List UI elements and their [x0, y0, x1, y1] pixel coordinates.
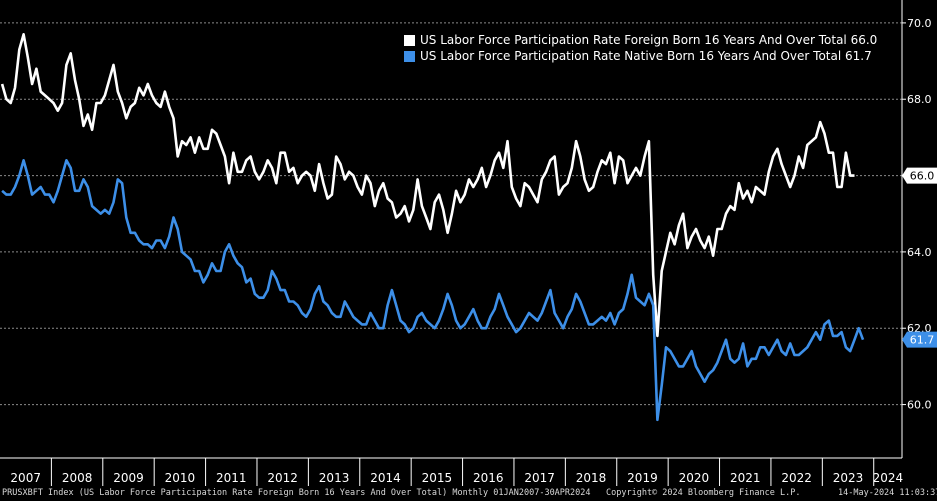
x-tick-label: 2019 — [627, 471, 658, 485]
x-tick-label: 2023 — [833, 471, 864, 485]
x-tick-label: 2011 — [216, 471, 247, 485]
legend-item-foreign-born: US Labor Force Participation Rate Foreig… — [404, 32, 877, 48]
legend-swatch-white — [404, 34, 415, 46]
y-axis: 60.062.064.066.068.070.0 — [901, 0, 932, 458]
y-tick-label: 64.0 — [907, 246, 932, 259]
footer: PRUSXBFT Index (US Labor Force Participa… — [0, 487, 937, 501]
x-tick-label: 2009 — [113, 471, 144, 485]
last-value-label-native-born: 61.7 — [902, 331, 937, 348]
x-tick-label: 2015 — [422, 471, 453, 485]
x-tick-label: 2008 — [62, 471, 93, 485]
x-tick-label: 2016 — [473, 471, 504, 485]
last-value-text: 66.0 — [910, 170, 935, 183]
x-axis: 2007 2008 2009 2010 2011 2012 2013 2014 2015 2016… — [0, 457, 904, 486]
legend-label-native-born: US Labor Force Participation Rate Native… — [420, 49, 872, 63]
x-tick-label: 2012 — [267, 471, 298, 485]
last-value-text: 61.7 — [910, 334, 935, 347]
x-tick-label: 2022 — [781, 471, 812, 485]
series-lines — [0, 32, 865, 422]
x-tick-label: 2017 — [524, 471, 555, 485]
legend-swatch-blue — [404, 50, 415, 62]
last-value-box — [902, 167, 937, 184]
x-tick-label: 2024 — [873, 471, 904, 485]
x-tick-label: 2018 — [576, 471, 607, 485]
y-tick-label: 68.0 — [907, 93, 932, 106]
x-tick-label: 2010 — [165, 471, 196, 485]
footer-source: PRUSXBFT Index (US Labor Force Participa… — [2, 488, 591, 498]
footer-copyright: Copyright© 2024 Bloomberg Finance L.P. — [606, 488, 801, 498]
x-tick-label: 2014 — [370, 471, 401, 485]
y-tick-label: 60.0 — [907, 399, 932, 412]
series-line-foreign-born — [0, 32, 855, 338]
last-value-labels: 66.0 61.7 — [902, 167, 937, 348]
legend-item-native-born: US Labor Force Participation Rate Native… — [404, 48, 877, 64]
x-tick-label: 2020 — [679, 471, 710, 485]
x-tick-label: 2021 — [730, 471, 761, 485]
series-line-native-born — [1, 159, 865, 422]
x-tick-label: 2007 — [10, 471, 41, 485]
x-tick-label: 2013 — [319, 471, 350, 485]
chart-area: 60.062.064.066.068.070.0 200720082009201… — [0, 0, 937, 486]
footer-timestamp: 14-May-2024 11:03:37 — [838, 488, 937, 498]
y-tick-label: 70.0 — [907, 17, 932, 30]
legend-label-foreign-born: US Labor Force Participation Rate Foreig… — [420, 33, 878, 47]
last-value-label-foreign-born: 66.0 — [902, 167, 937, 184]
last-value-box — [902, 331, 937, 348]
legend: US Labor Force Participation Rate Foreig… — [404, 32, 877, 64]
